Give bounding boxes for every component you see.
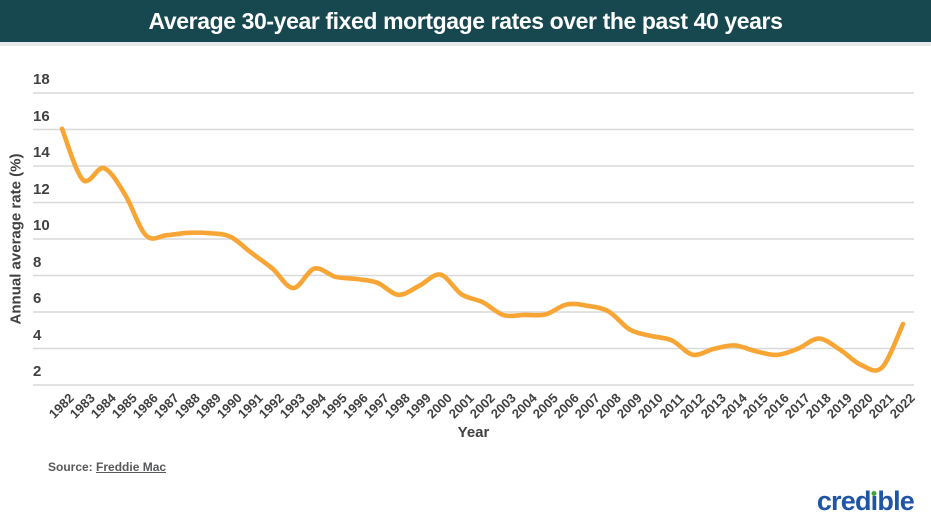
mortgage-rate-line bbox=[59, 126, 906, 373]
header-divider bbox=[0, 42, 931, 46]
logo-green-dot-icon bbox=[871, 491, 877, 496]
chart-title-bar: Average 30-year fixed mortgage rates ove… bbox=[0, 0, 931, 42]
y-tick-label: 14 bbox=[33, 144, 50, 161]
source-note: Source: Freddie Mac bbox=[48, 460, 166, 474]
source-link[interactable]: Freddie Mac bbox=[96, 460, 167, 474]
x-axis-title: Year bbox=[457, 424, 490, 441]
y-tick-label: 10 bbox=[33, 217, 50, 234]
credible-logo: cred ıble bbox=[816, 486, 915, 516]
y-tick-label: 18 bbox=[33, 71, 50, 88]
logo-text-right: ble bbox=[877, 486, 914, 516]
y-axis-title: Annual average rate (%) bbox=[7, 153, 25, 325]
chart-title: Average 30-year fixed mortgage rates ove… bbox=[148, 7, 783, 34]
source-label: Source: bbox=[48, 460, 93, 474]
logo-letter-i: ı bbox=[870, 486, 878, 516]
y-tick-label: 16 bbox=[33, 107, 50, 125]
y-tick-label: 2 bbox=[33, 363, 42, 380]
y-tick-label: 4 bbox=[33, 326, 42, 344]
logo-text-left: cred bbox=[816, 486, 872, 516]
y-tick-label: 12 bbox=[33, 180, 50, 198]
y-tick-label: 8 bbox=[33, 253, 42, 271]
y-tick-label: 6 bbox=[33, 290, 42, 307]
